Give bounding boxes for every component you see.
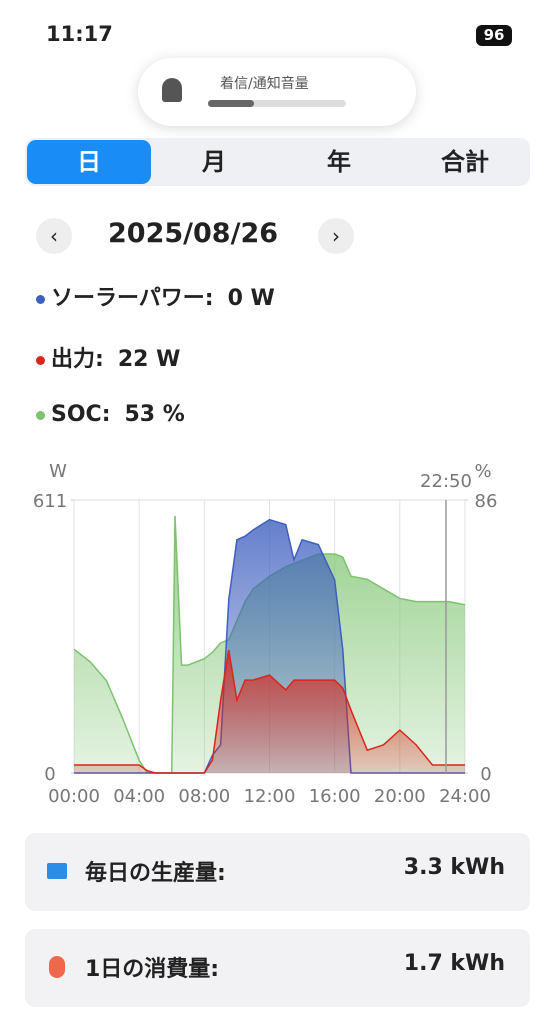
bell-icon <box>162 78 182 102</box>
summary-label: 毎日の生産量: <box>85 861 226 886</box>
tab-active-bg <box>27 140 151 184</box>
bulb-icon <box>49 956 65 978</box>
legend-item: ソーラーパワー: 0 W <box>36 280 275 312</box>
legend-label: 出力: <box>51 347 104 372</box>
legend-label: SOC: <box>51 402 111 427</box>
legend-value: 53 % <box>124 402 185 427</box>
area-fill <box>74 650 465 773</box>
x-tick-label: 24:00 <box>439 786 491 807</box>
date[interactable]: 2025/08/26 <box>108 218 279 249</box>
volume-label: 着信/通知音量 <box>220 76 309 92</box>
x-tick-label: 12:00 <box>244 786 296 807</box>
y2-tick-label: 0 <box>480 764 491 785</box>
battery: 96 <box>476 25 512 46</box>
legend-item: SOC: 53 % <box>36 402 185 427</box>
volume-slider[interactable] <box>208 100 346 107</box>
legend-dot <box>36 355 45 365</box>
tab[interactable]: 月 <box>202 148 226 176</box>
area-fill <box>74 519 465 773</box>
solar-icon <box>47 863 67 879</box>
chart: 00:00 04:00 08:00 12:00 16:00 20:00 24:0006110… <box>33 461 498 807</box>
summary-card: 1日の消費量: 1.7 kWh <box>25 929 530 1007</box>
clock: 11:17 <box>46 22 113 46</box>
legend-dot <box>36 294 45 304</box>
summary-value: 3.3 kWh <box>403 855 505 880</box>
prev-button[interactable]: ‹ <box>36 218 72 254</box>
x-tick-label: 16:00 <box>309 786 361 807</box>
summary-card: 毎日の生産量: 3.3 kWh <box>25 833 530 911</box>
y-tick-label: 611 <box>33 491 67 512</box>
tab[interactable]: 年 <box>327 148 351 176</box>
series-line <box>74 650 465 774</box>
y-tick-label: 0 <box>44 764 55 785</box>
legend-value: 22 W <box>117 347 181 372</box>
x-tick-label: 20:00 <box>374 786 426 807</box>
summary-label: 1日の消費量: <box>85 957 220 982</box>
legend-value: 0 W <box>227 286 275 311</box>
x-tick-label: 04:00 <box>113 786 165 807</box>
next-button[interactable]: › <box>318 218 354 254</box>
tab[interactable]: 日 <box>77 148 101 176</box>
legend-dot <box>36 410 45 420</box>
legend-item: 出力: 22 W <box>36 341 180 373</box>
legend-label: ソーラーパワー: <box>51 286 214 311</box>
volume-popup: 着信/通知音量 <box>138 58 416 126</box>
x-tick-label: 00:00 <box>48 786 100 807</box>
y2-tick-label: 86 <box>475 491 498 512</box>
tab[interactable]: 合計 <box>441 148 489 176</box>
y-axis-label: W <box>49 461 67 482</box>
x-tick-label: 08:00 <box>178 786 230 807</box>
y2-axis-label: % <box>474 461 491 482</box>
summary-value: 1.7 kWh <box>403 951 505 976</box>
cursor-label: 22:50 <box>420 471 472 492</box>
